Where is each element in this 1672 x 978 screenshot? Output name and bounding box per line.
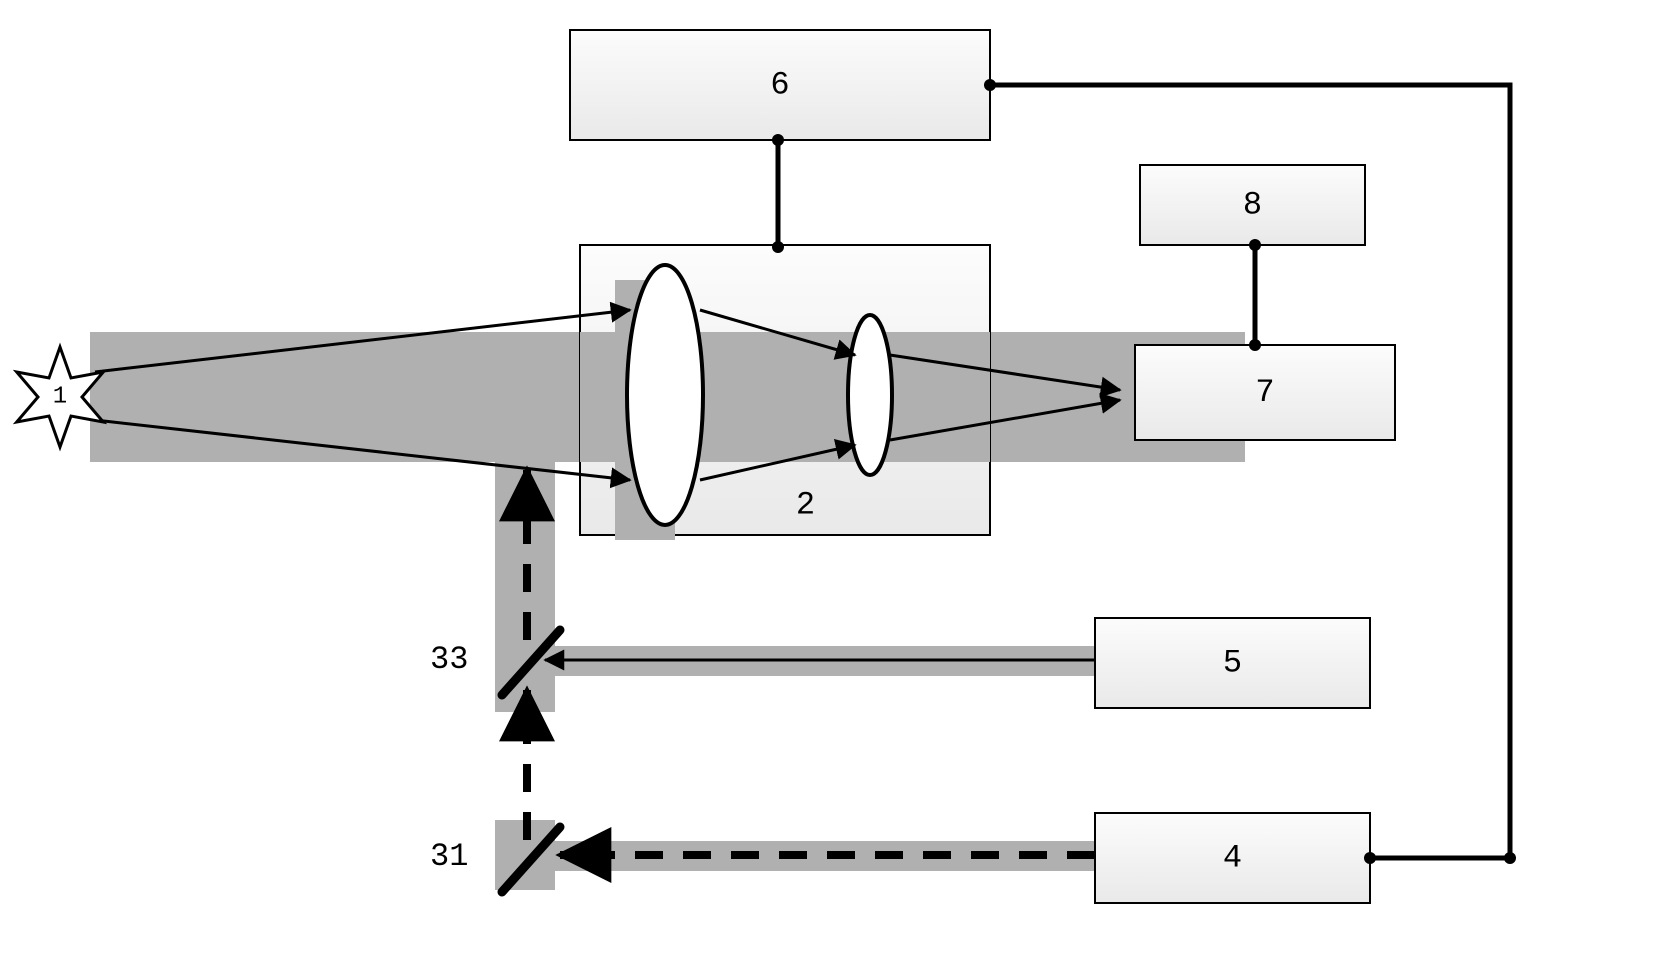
block-label-2: 2: [796, 487, 815, 524]
junction-dot-4: [1249, 339, 1261, 351]
block-label-4: 4: [1223, 840, 1242, 877]
block-label-8: 8: [1243, 187, 1262, 224]
block-label-5: 5: [1223, 645, 1242, 682]
junction-dot-5: [1364, 852, 1376, 864]
junction-dot-6: [1504, 852, 1516, 864]
secondary-lens: [848, 315, 892, 475]
block-label-7: 7: [1255, 374, 1274, 411]
optical-diagram: 2 6 8 7 5 4 33 31 1: [0, 0, 1672, 978]
junction-dot-3: [1249, 239, 1261, 251]
primary-lens: [627, 265, 703, 525]
mirror-label-m31: 31: [430, 838, 468, 875]
junction-dot-2: [772, 241, 784, 253]
mirror-label-m33: 33: [430, 641, 468, 678]
star-label: 1: [53, 384, 67, 411]
junction-dot-1: [772, 134, 784, 146]
junction-dot-0: [984, 79, 996, 91]
block-label-6: 6: [770, 67, 789, 104]
